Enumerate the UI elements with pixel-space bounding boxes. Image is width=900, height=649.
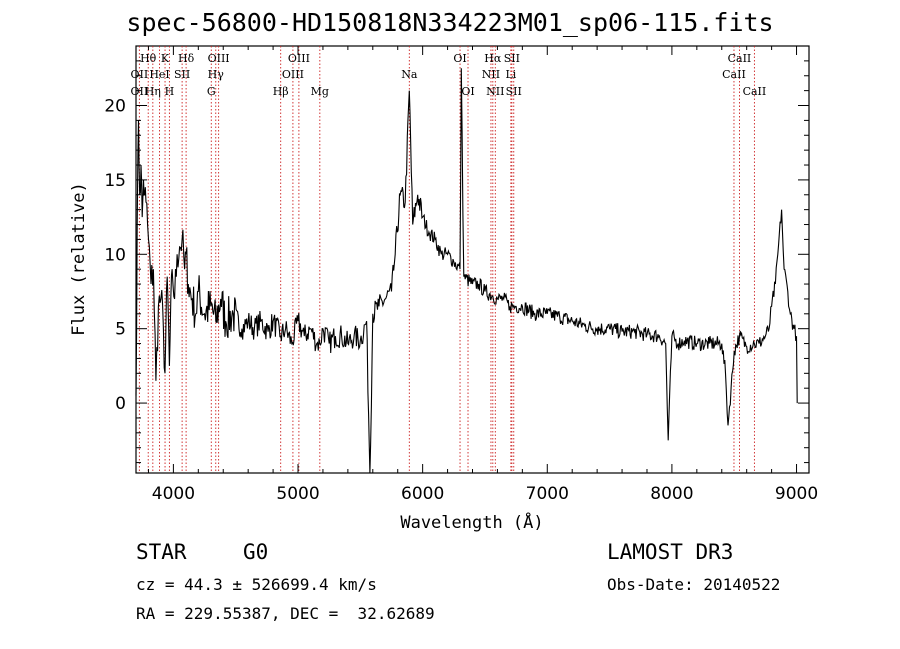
- line-marker-label: OII: [131, 68, 149, 81]
- x-tick-label: 5000: [276, 484, 319, 504]
- line-marker-group: [138, 46, 755, 473]
- line-marker-label: Hη: [145, 85, 161, 98]
- x-tick-label: 6000: [401, 484, 444, 504]
- x-tick-label: 9000: [775, 484, 818, 504]
- y-axis: 0 5 10 15 20: [104, 60, 809, 464]
- line-marker-label: Hθ: [140, 52, 157, 65]
- line-marker-label: HeI: [149, 68, 169, 81]
- line-marker-label: NII: [482, 68, 500, 81]
- redshift-readout: cz = 44.3 ± 526699.4 km/s: [136, 575, 377, 594]
- x-axis-label: Wavelength (Å): [400, 511, 543, 533]
- line-marker-label: SII: [504, 52, 520, 65]
- plot-frame: [135, 45, 810, 474]
- spectrum-line: [135, 68, 798, 474]
- line-marker-label: H: [165, 85, 175, 98]
- line-marker-label: OIII: [208, 52, 230, 65]
- line-marker-label: Hα: [484, 52, 502, 65]
- x-tick-label: 7000: [526, 484, 569, 504]
- line-marker-label: SII: [506, 85, 522, 98]
- y-tick-label: 10: [104, 245, 126, 265]
- line-marker-label: OIII: [288, 52, 310, 65]
- obs-date-readout: Obs-Date: 20140522: [607, 575, 781, 594]
- chart-title: spec-56800-HD150818N334223M01_sp06-115.f…: [126, 8, 774, 37]
- line-marker-label: SII: [174, 68, 190, 81]
- line-marker-label: Na: [401, 68, 418, 81]
- x-axis: 4000 5000 6000 7000 8000 9000: [147, 46, 818, 504]
- line-marker-label: Hβ: [273, 85, 289, 98]
- line-marker-label: Hδ: [178, 52, 195, 65]
- line-marker-label: Li: [505, 68, 516, 81]
- line-marker-label: OIII: [282, 68, 304, 81]
- y-tick-label: 20: [104, 97, 126, 117]
- line-marker-label: Mg: [311, 85, 329, 98]
- star-subclass-label: G0: [243, 540, 269, 564]
- coordinates-readout: RA = 229.55387, DEC = 32.62689: [136, 604, 435, 623]
- y-tick-label: 0: [115, 394, 126, 414]
- y-tick-label: 15: [104, 171, 126, 191]
- line-marker-label: OI: [453, 52, 466, 65]
- line-marker-label: Hγ: [208, 68, 225, 81]
- line-marker-label: K: [161, 52, 170, 65]
- x-tick-label: 4000: [152, 484, 195, 504]
- survey-label: LAMOST DR3: [607, 540, 734, 564]
- line-marker-label: G: [207, 85, 216, 98]
- star-class-label: STAR: [136, 540, 187, 564]
- y-axis-label: Flux (relative): [69, 182, 89, 336]
- line-marker-label: OI: [461, 85, 474, 98]
- line-marker-label: CaII: [743, 85, 767, 98]
- y-tick-label: 5: [115, 320, 126, 340]
- line-marker-label: CaII: [728, 52, 752, 65]
- line-marker-label: OII: [131, 85, 149, 98]
- line-marker-label: NII: [486, 85, 504, 98]
- x-tick-label: 8000: [650, 484, 693, 504]
- line-marker-label: CaII: [722, 68, 746, 81]
